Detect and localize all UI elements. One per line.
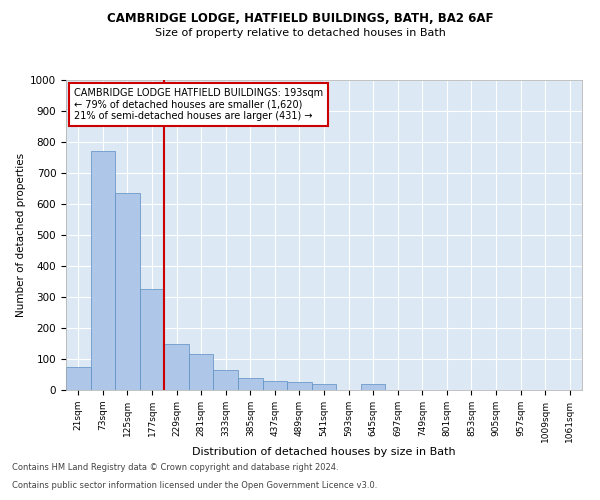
- Text: Contains public sector information licensed under the Open Government Licence v3: Contains public sector information licen…: [12, 481, 377, 490]
- Bar: [189, 354, 214, 390]
- Text: CAMBRIDGE LODGE, HATFIELD BUILDINGS, BATH, BA2 6AF: CAMBRIDGE LODGE, HATFIELD BUILDINGS, BAT…: [107, 12, 493, 26]
- Bar: [312, 384, 336, 390]
- Text: Contains HM Land Registry data © Crown copyright and database right 2024.: Contains HM Land Registry data © Crown c…: [12, 464, 338, 472]
- Bar: [238, 378, 263, 390]
- Text: CAMBRIDGE LODGE HATFIELD BUILDINGS: 193sqm
← 79% of detached houses are smaller : CAMBRIDGE LODGE HATFIELD BUILDINGS: 193s…: [74, 88, 323, 121]
- Bar: [164, 344, 189, 390]
- Bar: [287, 382, 312, 390]
- Bar: [66, 367, 91, 390]
- Bar: [140, 289, 164, 390]
- Text: Size of property relative to detached houses in Bath: Size of property relative to detached ho…: [155, 28, 445, 38]
- Bar: [91, 152, 115, 390]
- Y-axis label: Number of detached properties: Number of detached properties: [16, 153, 26, 317]
- X-axis label: Distribution of detached houses by size in Bath: Distribution of detached houses by size …: [192, 448, 456, 458]
- Bar: [115, 193, 140, 390]
- Bar: [263, 380, 287, 390]
- Bar: [361, 384, 385, 390]
- Bar: [214, 370, 238, 390]
